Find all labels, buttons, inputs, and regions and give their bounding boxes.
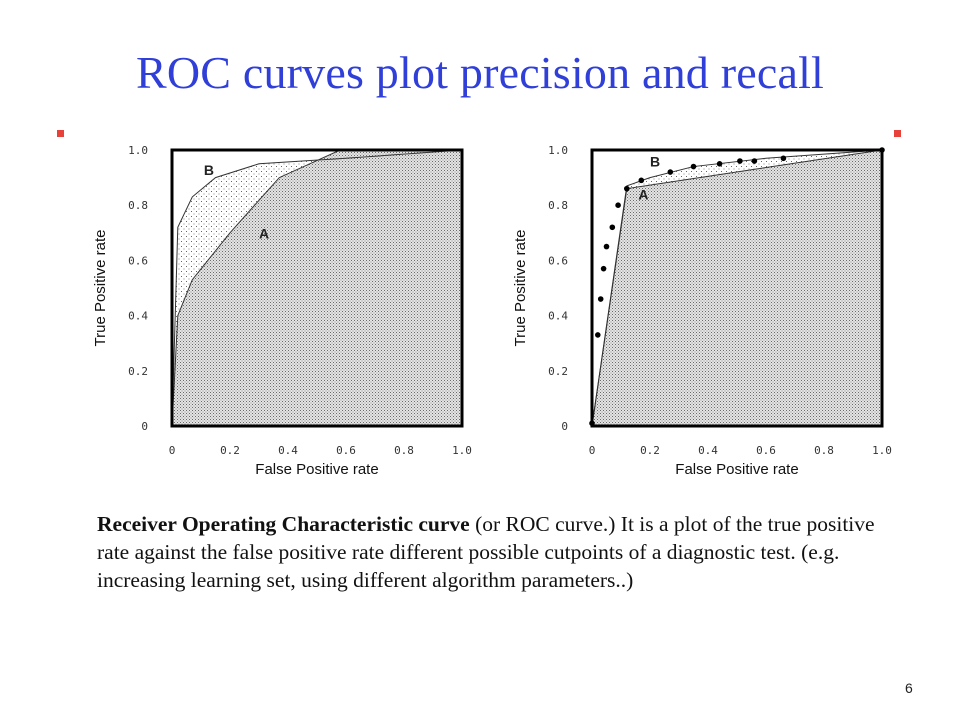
x-tick-label: 0 xyxy=(589,444,596,457)
data-point xyxy=(879,147,885,153)
y-tick-label: 1.0 xyxy=(548,144,568,157)
curve-label-b: B xyxy=(204,162,214,178)
y-tick-label: 0.4 xyxy=(548,310,568,323)
curve-b xyxy=(171,149,463,427)
x-tick-label: 0.8 xyxy=(394,444,414,457)
data-point xyxy=(716,161,723,167)
y-tick-label: 0.4 xyxy=(128,310,148,323)
x-tick-label: 0.6 xyxy=(756,444,776,457)
data-point xyxy=(751,158,758,164)
x-tick-label: 0.4 xyxy=(698,444,718,457)
curve-label-a: A xyxy=(638,187,648,203)
data-point xyxy=(624,185,630,192)
y-axis-title: True Positive rate xyxy=(92,230,109,347)
y-tick-label: 1.0 xyxy=(128,144,148,157)
bullet-square-left xyxy=(57,130,64,137)
data-point xyxy=(597,296,604,302)
data-point xyxy=(690,163,697,170)
x-tick-label: 1.0 xyxy=(452,444,472,457)
y-tick-label: 0 xyxy=(141,420,148,433)
area-a xyxy=(592,150,882,426)
curve-label-b: B xyxy=(650,154,660,170)
data-point xyxy=(603,243,610,250)
data-point xyxy=(737,158,743,164)
x-tick-label: 0.2 xyxy=(220,444,240,457)
data-point xyxy=(595,332,601,338)
y-axis-title: True Positive rate xyxy=(512,230,529,347)
y-tick-label: 0.8 xyxy=(128,199,148,212)
slide-title: ROC curves plot precision and recall xyxy=(135,47,825,98)
area-a xyxy=(172,150,462,426)
y-tick-label: 0.2 xyxy=(548,365,568,378)
data-point xyxy=(615,202,621,208)
plot-frame xyxy=(170,148,464,428)
data-point xyxy=(638,177,645,184)
description-rest: (or ROC curve.) It is a plot of the true… xyxy=(97,512,875,592)
description-bold: Receiver Operating Characteristic curve xyxy=(97,512,470,536)
page-number: 6 xyxy=(905,680,913,696)
data-point xyxy=(589,420,595,427)
data-point xyxy=(667,169,674,175)
curve-label-a: A xyxy=(259,225,269,241)
plot-frame xyxy=(590,148,884,428)
roc-chart-left: B A 0 0.2 0.4 0.6 0.8 1.0 0 0.2 0.4 0.6 0.8 1.0 False … xyxy=(92,144,472,478)
data-point xyxy=(780,155,787,162)
x-tick-label: 0.4 xyxy=(278,444,298,457)
x-tick-label: 0.6 xyxy=(336,444,356,457)
y-tick-label: 0.6 xyxy=(548,254,568,267)
description-text: Receiver Operating Characteristic curve … xyxy=(97,510,897,594)
data-point xyxy=(600,265,607,272)
x-tick-label: 0.8 xyxy=(814,444,834,457)
x-tick-label: 1.0 xyxy=(872,444,892,457)
data-point xyxy=(609,224,616,231)
x-axis-title: False Positive rate xyxy=(675,461,798,478)
y-tick-label: 0.6 xyxy=(128,254,148,267)
y-tick-label: 0.8 xyxy=(548,199,568,212)
roc-chart-right: B A 0 0.2 0.4 0.6 0.8 1.0 0 0.2 0.4 0.6 0.8 1.0 False … xyxy=(512,144,892,478)
x-tick-label: 0 xyxy=(169,444,176,457)
y-tick-label: 0 xyxy=(561,420,568,433)
bullet-square-right xyxy=(894,130,901,137)
x-axis-title: False Positive rate xyxy=(255,461,378,478)
x-tick-label: 0.2 xyxy=(640,444,660,457)
y-tick-label: 0.2 xyxy=(128,365,148,378)
